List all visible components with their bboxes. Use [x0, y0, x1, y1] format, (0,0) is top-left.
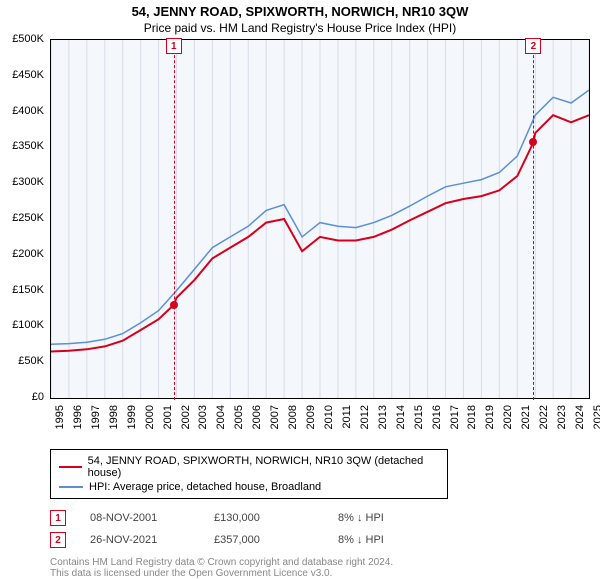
event-row: 2 26-NOV-2021 £357,000 8% ↓ HPI	[50, 529, 600, 551]
plot-svg	[51, 40, 589, 398]
y-tick-label: £200K	[12, 248, 44, 260]
x-tick-label: 2006	[251, 405, 263, 429]
x-tick-label: 2007	[269, 405, 281, 429]
legend: 54, JENNY ROAD, SPIXWORTH, NORWICH, NR10…	[50, 449, 448, 499]
legend-swatch	[59, 466, 82, 468]
x-tick-label: 2004	[215, 405, 227, 429]
x-tick-label: 2024	[574, 405, 586, 429]
x-tick-label: 2022	[538, 405, 550, 429]
x-tick-label: 2012	[359, 405, 371, 429]
x-tick-label: 2011	[341, 405, 353, 429]
legend-item: HPI: Average price, detached house, Broa…	[59, 480, 439, 494]
y-tick-label: £300K	[12, 176, 44, 188]
page-subtitle: Price paid vs. HM Land Registry's House …	[0, 19, 600, 39]
x-tick-label: 2002	[180, 405, 192, 429]
credits-line-1: Contains HM Land Registry data © Crown c…	[50, 557, 600, 568]
x-tick-label: 1998	[108, 405, 120, 429]
legend-swatch	[59, 486, 83, 488]
x-tick-label: 2018	[466, 405, 478, 429]
event-price: £357,000	[214, 534, 314, 546]
x-tick-label: 2015	[413, 405, 425, 429]
event-num-box: 1	[50, 510, 66, 526]
event-marker-line	[174, 40, 175, 400]
x-tick-label: 2001	[162, 405, 174, 429]
y-axis-labels: £0£50K£100K£150K£200K£250K£300K£350K£400…	[0, 39, 48, 399]
legend-item: 54, JENNY ROAD, SPIXWORTH, NORWICH, NR10…	[59, 454, 439, 480]
y-tick-label: £150K	[12, 284, 44, 296]
page-title: 54, JENNY ROAD, SPIXWORTH, NORWICH, NR10…	[0, 0, 600, 19]
y-tick-label: £450K	[12, 69, 44, 81]
y-tick-label: £50K	[18, 355, 44, 367]
x-tick-label: 1996	[72, 405, 84, 429]
x-tick-label: 2016	[431, 405, 443, 429]
legend-label: 54, JENNY ROAD, SPIXWORTH, NORWICH, NR10…	[88, 455, 439, 479]
event-marker-box: 1	[166, 38, 182, 54]
x-tick-label: 2010	[323, 405, 335, 429]
y-tick-label: £0	[32, 391, 44, 403]
y-tick-label: £500K	[12, 33, 44, 45]
event-row: 1 08-NOV-2001 £130,000 8% ↓ HPI	[50, 507, 600, 529]
x-tick-label: 1999	[126, 405, 138, 429]
credits-line-2: This data is licensed under the Open Gov…	[50, 568, 600, 579]
event-marker-dot	[170, 301, 178, 309]
event-num-box: 2	[50, 532, 66, 548]
x-tick-label: 2013	[377, 405, 389, 429]
event-delta: 8% ↓ HPI	[338, 512, 438, 524]
x-axis-labels: 1995 1996 1997 1998 1999 2000 2001 2002 2003 2004…	[50, 401, 590, 441]
x-tick-label: 2009	[305, 405, 317, 429]
event-date: 26-NOV-2021	[90, 534, 190, 546]
event-marker-box: 2	[525, 38, 541, 54]
x-tick-label: 2003	[197, 405, 209, 429]
y-tick-label: £100K	[12, 319, 44, 331]
event-date: 08-NOV-2001	[90, 512, 190, 524]
x-tick-label: 2005	[233, 405, 245, 429]
x-tick-label: 2017	[449, 405, 461, 429]
x-tick-label: 2000	[144, 405, 156, 429]
x-tick-label: 2008	[287, 405, 299, 429]
x-tick-label: 1997	[90, 405, 102, 429]
x-tick-label: 2019	[484, 405, 496, 429]
chart: £0 £50K £100K £150K £200K £250K £300K £350K £400…	[0, 39, 600, 439]
event-marker-line	[533, 40, 534, 400]
x-tick-label: 2014	[395, 405, 407, 429]
y-tick-label: £350K	[12, 140, 44, 152]
x-tick-label: 2020	[502, 405, 514, 429]
event-price: £130,000	[214, 512, 314, 524]
event-delta: 8% ↓ HPI	[338, 534, 438, 546]
y-tick-label: £400K	[12, 105, 44, 117]
event-marker-dot	[529, 138, 537, 146]
y-tick-label: £250K	[12, 212, 44, 224]
x-tick-label: 2021	[520, 405, 532, 429]
credits: Contains HM Land Registry data © Crown c…	[50, 557, 600, 579]
x-tick-label: 2023	[556, 405, 568, 429]
x-tick-label: 1995	[54, 405, 66, 429]
events-table: 1 08-NOV-2001 £130,000 8% ↓ HPI 2 26-NOV-2021…	[50, 507, 600, 551]
x-tick-label: 2025	[592, 405, 600, 429]
legend-label: HPI: Average price, detached house, Broa…	[89, 481, 321, 493]
plot-area: 12	[50, 39, 590, 399]
